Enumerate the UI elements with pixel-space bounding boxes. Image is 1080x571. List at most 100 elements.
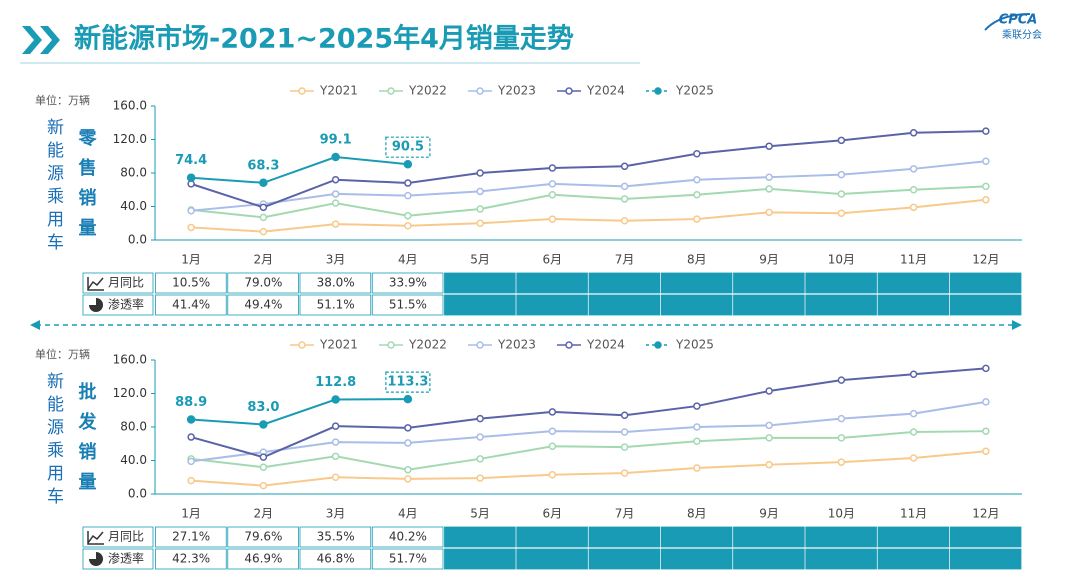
- legend-marker: [476, 87, 484, 95]
- table-cell: [155, 548, 227, 570]
- series-point: [259, 453, 268, 461]
- table-value: 33.9%: [389, 276, 427, 290]
- table-cell: [444, 272, 516, 294]
- series-point: [331, 175, 340, 184]
- y-tick-label: 80.0: [120, 166, 147, 180]
- series-point: [259, 227, 268, 236]
- series-line: [191, 450, 986, 487]
- x-tick-label: 1月: [181, 507, 201, 521]
- series-point: [837, 458, 846, 466]
- series-point: [548, 180, 557, 188]
- series-point: [331, 395, 340, 404]
- table-cell: [371, 526, 444, 548]
- row-label: 渗透率: [108, 297, 144, 312]
- series-point: [331, 452, 340, 461]
- table-cell: [299, 272, 372, 294]
- table-cell: [949, 294, 1022, 316]
- legend-marker: [387, 87, 395, 95]
- table-value: 79.0%: [244, 276, 282, 290]
- x-tick-label: 8月: [687, 507, 707, 521]
- series-point: [548, 408, 557, 416]
- row-icon: [87, 277, 104, 291]
- table-value: 79.6%: [244, 530, 282, 544]
- table-cell: [805, 294, 877, 316]
- series-point: [693, 464, 701, 472]
- table-value: 49.4%: [244, 298, 282, 312]
- legend-label: Y2023: [497, 84, 536, 98]
- table-cell: [444, 548, 516, 570]
- series-point: [620, 443, 629, 451]
- series-point: [837, 434, 846, 442]
- series-point: [837, 376, 846, 384]
- series-point: [909, 428, 918, 436]
- series-point: [259, 463, 268, 471]
- series-point: [186, 415, 196, 424]
- table-cell: [299, 294, 372, 316]
- table-value: 51.1%: [317, 298, 355, 312]
- x-tick-label: 9月: [759, 253, 779, 267]
- y-tick-label: 80.0: [120, 420, 147, 434]
- series-point: [982, 364, 990, 373]
- series-point: [259, 481, 268, 490]
- table-value: 46.8%: [317, 552, 355, 566]
- series-point: [693, 215, 701, 223]
- table-cell: [733, 294, 805, 316]
- series-point: [765, 185, 773, 193]
- label-box: [385, 371, 431, 393]
- legend-label: Y2025: [675, 84, 714, 98]
- series-point: [837, 170, 846, 179]
- x-tick-label: 5月: [470, 253, 490, 267]
- data-label: 88.9: [175, 395, 207, 410]
- legend-label: Y2021: [319, 338, 358, 352]
- series-point: [403, 159, 413, 169]
- series-point: [693, 191, 701, 199]
- series-point: [476, 433, 484, 441]
- series-point: [693, 423, 701, 431]
- y-tick-label: 0.0: [128, 487, 147, 501]
- table-cell: [588, 272, 661, 294]
- series-point: [693, 437, 701, 445]
- series-point: [476, 414, 484, 423]
- table-value: 51.5%: [389, 298, 427, 312]
- series-point: [404, 211, 412, 220]
- logo-subtitle: 乘联分会: [1002, 28, 1042, 41]
- table-cell: [949, 526, 1022, 548]
- table-cell: [516, 526, 588, 548]
- series-point: [765, 434, 773, 442]
- legend-marker: [387, 341, 395, 349]
- series-point: [620, 162, 629, 171]
- series-point: [259, 420, 268, 429]
- table-cell: [877, 526, 950, 548]
- y-tick-label: 160.0: [113, 353, 147, 367]
- x-tick-label: 11月: [900, 507, 927, 521]
- side-label: 新能源乘用车: [43, 118, 64, 256]
- table-value: 42.3%: [172, 552, 210, 566]
- table-value: 27.1%: [172, 530, 210, 544]
- series-point: [837, 414, 846, 423]
- table-cell: [805, 548, 877, 570]
- table-value: 35.5%: [317, 530, 355, 544]
- x-tick-label: 1月: [181, 253, 201, 267]
- legend-marker: [298, 341, 306, 349]
- table-cell: [227, 526, 299, 548]
- series-point: [909, 129, 918, 137]
- table-cell: [444, 526, 516, 548]
- series-point: [620, 195, 629, 203]
- row-label: 渗透率: [108, 551, 144, 566]
- series-point: [331, 438, 340, 446]
- x-tick-label: 7月: [615, 253, 635, 267]
- table-value: 10.5%: [172, 276, 210, 290]
- series-point: [259, 178, 268, 188]
- series-point: [982, 127, 990, 135]
- series-point: [476, 474, 484, 482]
- series-line: [190, 400, 987, 463]
- y-tick-label: 40.0: [120, 453, 147, 467]
- series-point: [620, 216, 629, 225]
- series-point: [620, 411, 629, 420]
- legend-marker: [565, 341, 573, 349]
- x-tick-label: 3月: [326, 253, 346, 267]
- series-point: [331, 422, 340, 430]
- x-tick-label: 6月: [543, 253, 563, 267]
